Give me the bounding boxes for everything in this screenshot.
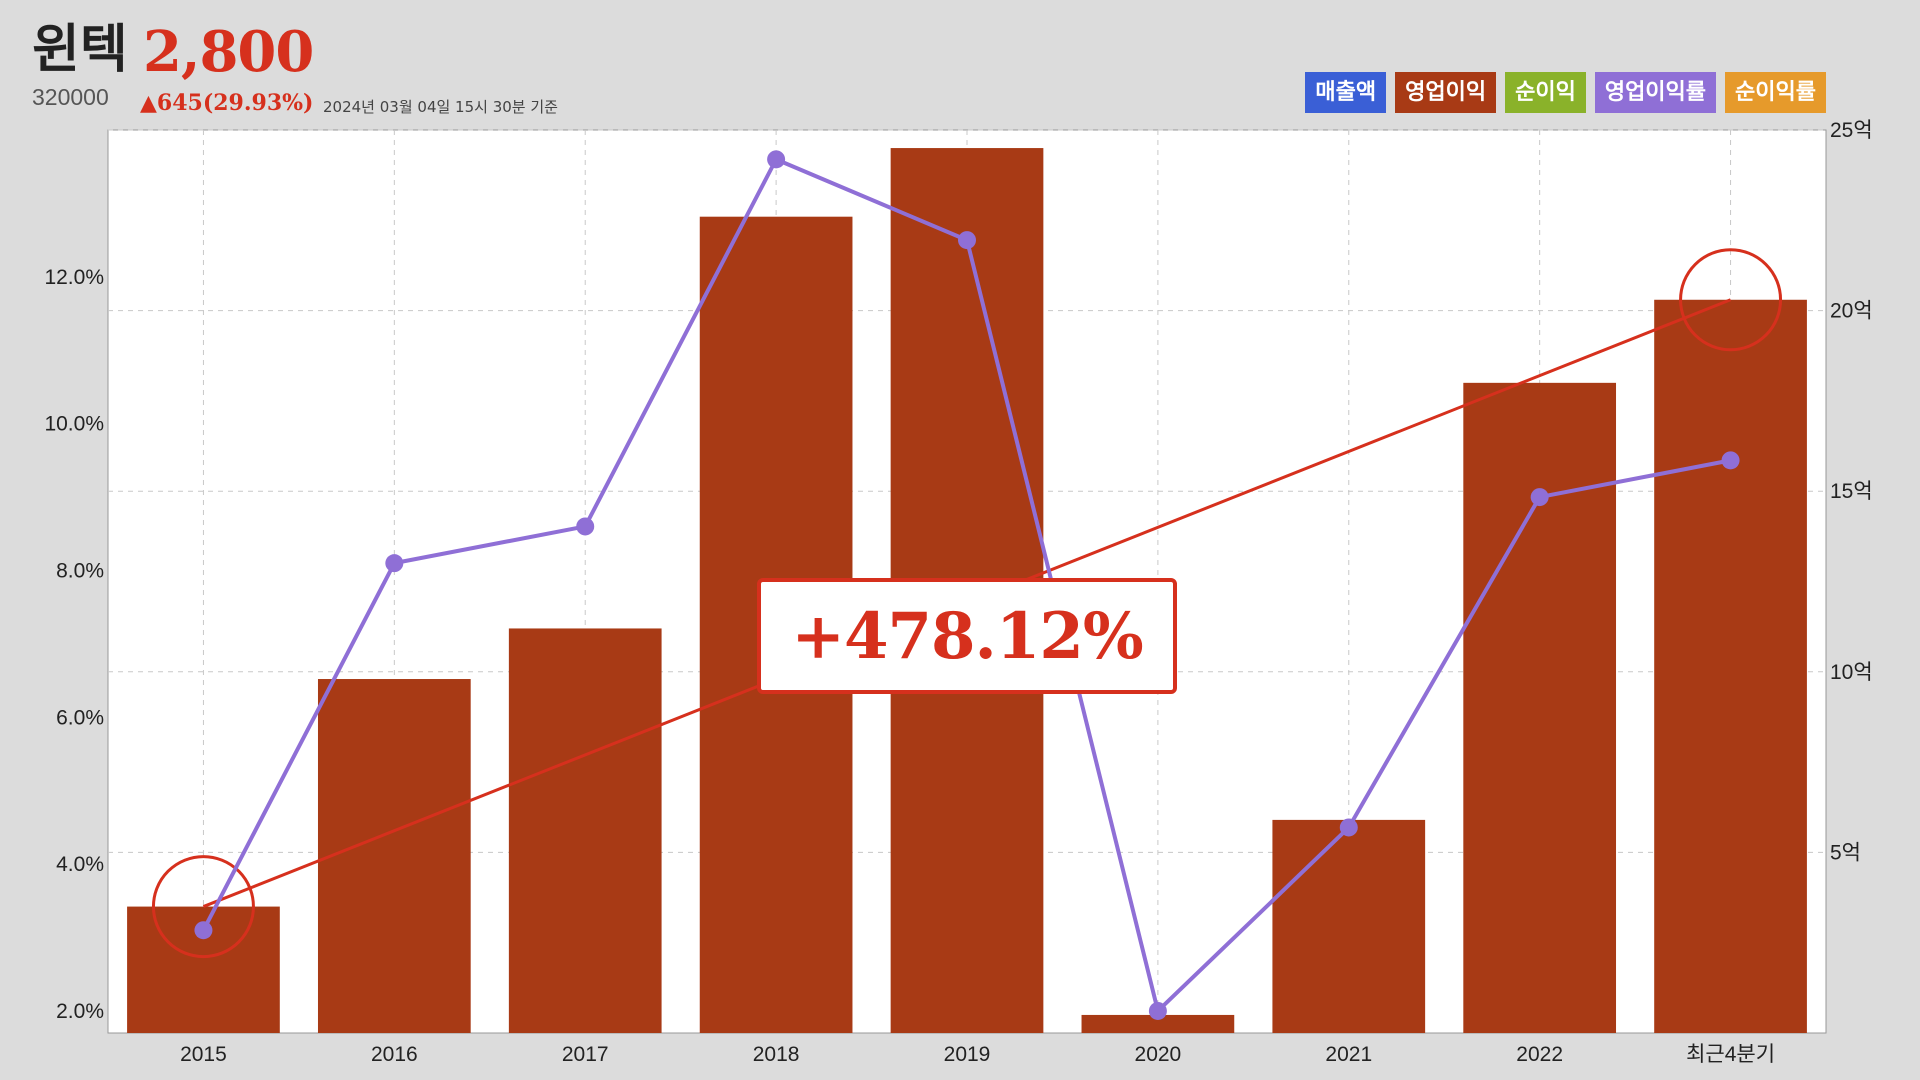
y-left-tick-label: 10.0% [44, 413, 104, 436]
growth-annotation-text: +478.12% [791, 598, 1143, 674]
x-tick-label: 2021 [1325, 1043, 1372, 1066]
bar-최근4분기 [1654, 299, 1807, 1033]
margin-point-2017 [576, 517, 595, 536]
timestamp: 2024년 03월 04일 15시 30분 기준 [323, 98, 558, 116]
x-tick-label: 2020 [1135, 1043, 1182, 1066]
y-right-tick-label: 25억 [1830, 119, 1873, 142]
margin-point-2018 [767, 150, 786, 169]
y-right-tick-label: 10억 [1830, 661, 1873, 684]
legend-operating-profit[interactable]: 영업이익 [1395, 72, 1497, 113]
bar-2020 [1081, 1014, 1235, 1033]
margin-point-2020 [1148, 1001, 1167, 1020]
y-right-tick-label: 20억 [1830, 300, 1873, 323]
bar-2017 [508, 628, 662, 1033]
margin-point-2015 [194, 921, 213, 940]
y-right-tick-label: 15억 [1830, 480, 1873, 503]
trend-end-circle [1679, 248, 1783, 352]
y-left-tick-label: 12.0% [44, 266, 104, 289]
margin-point-2016 [385, 554, 404, 573]
legend-net-margin[interactable]: 순이익률 [1725, 72, 1826, 113]
x-tick-label: 최근4분기 [1686, 1043, 1775, 1066]
trend-start-circle [151, 855, 255, 959]
bar-2022 [1463, 382, 1617, 1034]
margin-point-2021 [1339, 818, 1358, 837]
legend-net-income[interactable]: 순이익 [1505, 72, 1586, 113]
y-right-tick-label: 5억 [1830, 841, 1861, 864]
x-tick-label: 2022 [1516, 1043, 1563, 1066]
x-tick-label: 2016 [371, 1043, 418, 1066]
stock-price: 2,800 [143, 19, 314, 85]
y-left-tick-label: 2.0% [56, 1000, 104, 1023]
y-left-tick-label: 4.0% [56, 853, 104, 876]
margin-point-2022 [1530, 488, 1549, 507]
y-left-tick-label: 8.0% [56, 559, 104, 582]
stock-name: 윈텍 [32, 20, 128, 80]
legend-revenue[interactable]: 매출액 [1305, 72, 1387, 113]
x-tick-label: 2019 [944, 1043, 991, 1066]
bar-2021 [1272, 819, 1426, 1033]
x-tick-label: 2017 [562, 1043, 609, 1066]
margin-point-2019 [958, 231, 976, 250]
stock-code: 320000 [32, 84, 109, 110]
legend: 매출액 영업이익 순이익 영업이익률 순이익률 [1305, 72, 1826, 113]
growth-annotation: +478.12% [757, 578, 1177, 694]
x-tick-label: 2018 [753, 1043, 800, 1066]
y-left-tick-label: 6.0% [56, 706, 104, 729]
legend-operating-margin[interactable]: 영업이익률 [1594, 72, 1717, 113]
margin-point-최근4분기 [1721, 451, 1740, 470]
x-tick-label: 2015 [180, 1043, 227, 1066]
bar-2016 [317, 679, 471, 1033]
price-change: ▲645(29.93%) [140, 90, 314, 116]
